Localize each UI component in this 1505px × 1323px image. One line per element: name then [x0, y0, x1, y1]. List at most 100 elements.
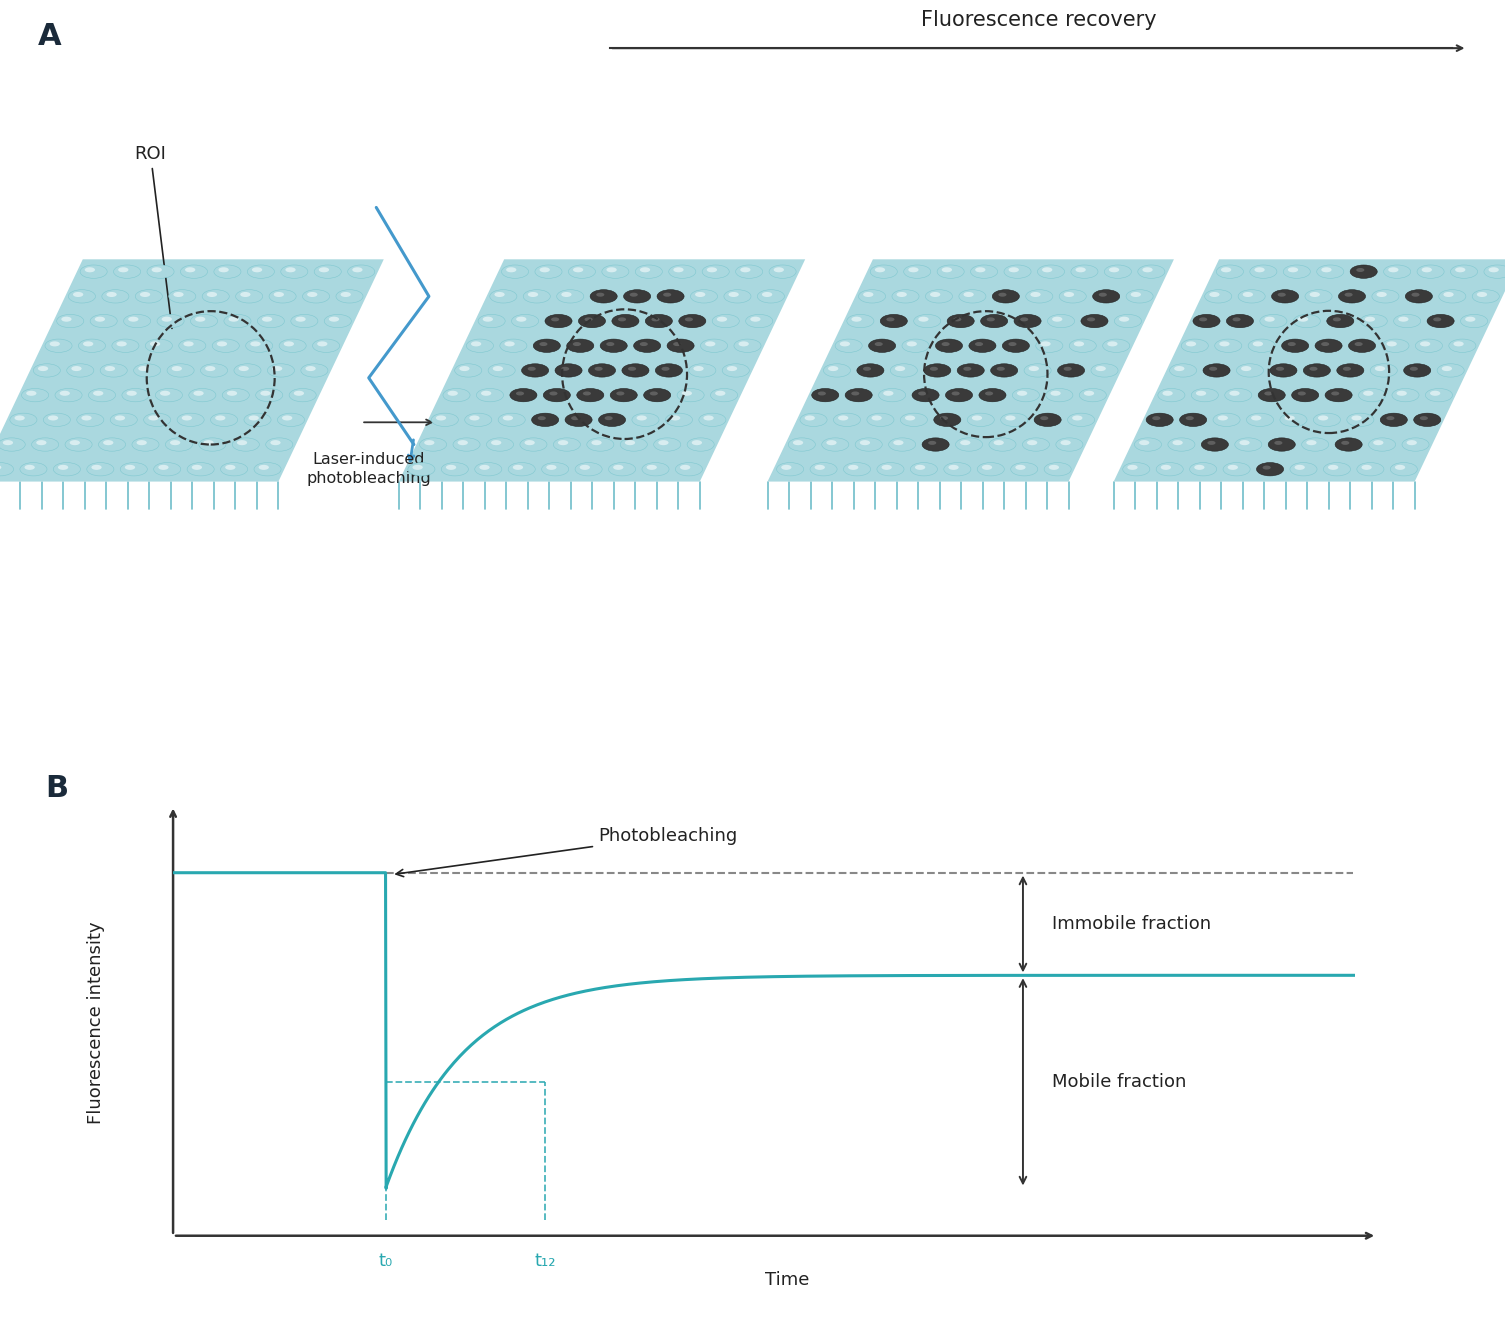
- Text: Laser-induced
photobleaching: Laser-induced photobleaching: [307, 452, 430, 486]
- Circle shape: [852, 316, 862, 321]
- Circle shape: [1221, 267, 1231, 273]
- Circle shape: [644, 389, 671, 402]
- Circle shape: [1302, 438, 1329, 451]
- Circle shape: [214, 265, 241, 278]
- Circle shape: [665, 413, 692, 426]
- Circle shape: [227, 390, 238, 396]
- Circle shape: [492, 366, 503, 372]
- Circle shape: [1067, 413, 1094, 426]
- Circle shape: [445, 464, 456, 470]
- Circle shape: [528, 292, 539, 298]
- Circle shape: [573, 267, 584, 273]
- Circle shape: [984, 392, 993, 396]
- Circle shape: [424, 441, 435, 446]
- Circle shape: [722, 364, 749, 377]
- Circle shape: [271, 441, 280, 446]
- Text: Immobile fraction: Immobile fraction: [1052, 916, 1212, 933]
- Circle shape: [570, 417, 579, 421]
- Circle shape: [1218, 415, 1228, 421]
- Circle shape: [303, 290, 330, 303]
- Circle shape: [650, 392, 658, 396]
- Circle shape: [670, 415, 680, 421]
- Circle shape: [119, 267, 128, 273]
- Circle shape: [567, 339, 594, 352]
- Circle shape: [62, 316, 72, 321]
- Circle shape: [1356, 269, 1365, 273]
- Circle shape: [862, 366, 871, 370]
- Circle shape: [138, 366, 149, 372]
- Circle shape: [1076, 267, 1085, 273]
- Circle shape: [793, 441, 804, 446]
- Circle shape: [1321, 267, 1332, 273]
- Circle shape: [293, 390, 304, 396]
- Circle shape: [668, 265, 695, 278]
- Circle shape: [248, 415, 259, 421]
- Circle shape: [929, 441, 936, 445]
- Circle shape: [588, 364, 616, 377]
- Circle shape: [840, 341, 850, 347]
- Circle shape: [167, 364, 194, 377]
- Circle shape: [48, 415, 59, 421]
- Circle shape: [1315, 339, 1342, 352]
- Circle shape: [751, 316, 760, 321]
- Circle shape: [945, 389, 972, 402]
- Circle shape: [289, 389, 316, 402]
- Circle shape: [891, 364, 918, 377]
- Circle shape: [558, 441, 569, 446]
- Circle shape: [15, 415, 24, 421]
- Circle shape: [1227, 315, 1254, 328]
- Circle shape: [996, 366, 1005, 370]
- Circle shape: [1037, 265, 1064, 278]
- Circle shape: [843, 463, 870, 476]
- Circle shape: [92, 464, 102, 470]
- Circle shape: [196, 316, 205, 321]
- Circle shape: [120, 463, 147, 476]
- Circle shape: [330, 316, 339, 321]
- Circle shape: [20, 463, 47, 476]
- Circle shape: [1257, 463, 1284, 476]
- Circle shape: [53, 463, 80, 476]
- Circle shape: [874, 267, 885, 273]
- Circle shape: [1237, 364, 1264, 377]
- Circle shape: [957, 364, 984, 377]
- Circle shape: [412, 464, 423, 470]
- Circle shape: [135, 290, 163, 303]
- Circle shape: [146, 339, 173, 352]
- Circle shape: [432, 413, 459, 426]
- Circle shape: [963, 366, 971, 370]
- Circle shape: [977, 463, 1004, 476]
- Circle shape: [262, 316, 272, 321]
- Circle shape: [244, 413, 271, 426]
- Circle shape: [519, 438, 546, 451]
- Circle shape: [1395, 464, 1406, 470]
- Circle shape: [724, 290, 751, 303]
- Circle shape: [859, 441, 870, 446]
- Circle shape: [226, 464, 235, 470]
- Circle shape: [1233, 318, 1240, 321]
- Circle shape: [1397, 390, 1407, 396]
- Circle shape: [1309, 366, 1317, 370]
- Circle shape: [1359, 389, 1386, 402]
- Circle shape: [1096, 366, 1106, 372]
- Circle shape: [503, 415, 513, 421]
- Circle shape: [774, 267, 784, 273]
- Circle shape: [1040, 341, 1050, 347]
- Circle shape: [465, 413, 492, 426]
- Circle shape: [1210, 292, 1219, 298]
- Circle shape: [620, 438, 647, 451]
- Circle shape: [524, 290, 551, 303]
- Circle shape: [474, 463, 501, 476]
- Circle shape: [1061, 441, 1070, 446]
- Circle shape: [619, 318, 626, 321]
- Circle shape: [852, 392, 859, 396]
- Circle shape: [938, 265, 965, 278]
- Circle shape: [912, 389, 939, 402]
- Circle shape: [479, 315, 506, 328]
- Circle shape: [864, 292, 873, 298]
- Circle shape: [569, 265, 596, 278]
- Circle shape: [599, 413, 626, 426]
- Circle shape: [1160, 464, 1171, 470]
- Circle shape: [420, 438, 447, 451]
- Circle shape: [1412, 292, 1419, 296]
- Circle shape: [1239, 290, 1266, 303]
